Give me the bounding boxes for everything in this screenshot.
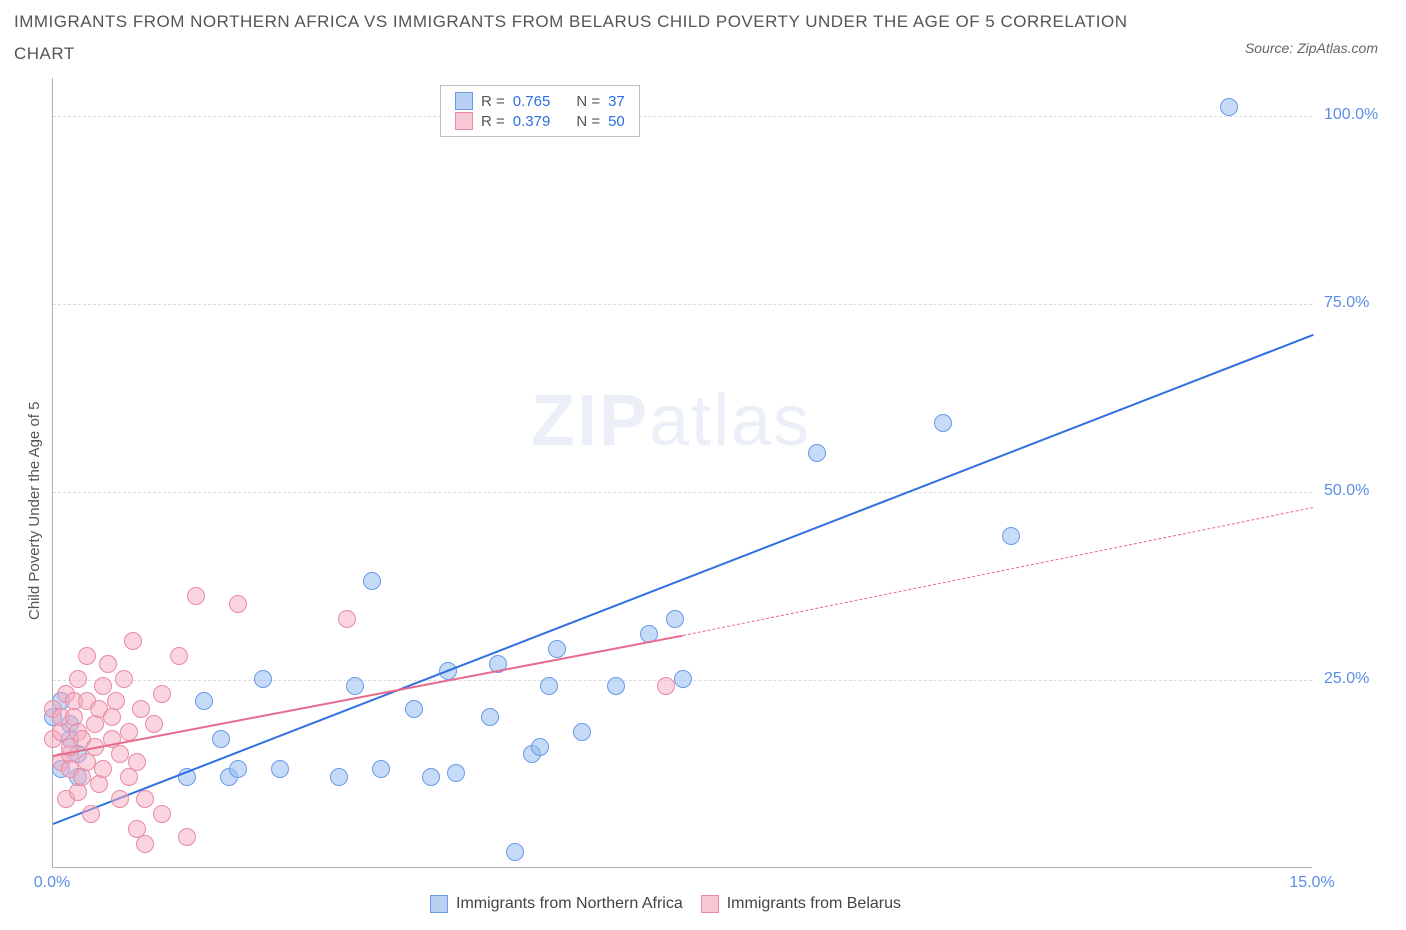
data-point-belarus: [338, 610, 356, 628]
data-point-belarus: [115, 670, 133, 688]
r-value: 0.379: [513, 113, 551, 130]
r-label: R =: [481, 93, 505, 110]
data-point-northern-africa: [548, 640, 566, 658]
data-point-northern-africa: [666, 610, 684, 628]
data-point-belarus: [136, 790, 154, 808]
data-point-northern-africa: [573, 723, 591, 741]
trend-line: [53, 334, 1314, 825]
legend-swatch: [701, 895, 719, 913]
data-point-northern-africa: [506, 843, 524, 861]
x-tick-label: 15.0%: [1289, 874, 1334, 892]
data-point-belarus: [107, 692, 125, 710]
plot-area: ZIPatlas: [52, 78, 1312, 868]
watermark-atlas: atlas: [649, 381, 811, 461]
gridline: [53, 116, 1312, 117]
y-tick-label: 100.0%: [1324, 106, 1378, 124]
data-point-belarus: [145, 715, 163, 733]
data-point-belarus: [124, 632, 142, 650]
trend-line: [683, 507, 1313, 636]
legend-swatch: [455, 112, 473, 130]
y-tick-label: 50.0%: [1324, 482, 1369, 500]
data-point-northern-africa: [229, 760, 247, 778]
data-point-northern-africa: [212, 730, 230, 748]
data-point-northern-africa: [363, 572, 381, 590]
n-value: 37: [608, 93, 625, 110]
data-point-belarus: [120, 723, 138, 741]
data-point-northern-africa: [330, 768, 348, 786]
n-value: 50: [608, 113, 625, 130]
data-point-belarus: [111, 790, 129, 808]
data-point-belarus: [82, 805, 100, 823]
legend-row: R = 0.765 N = 37: [455, 92, 625, 110]
data-point-northern-africa: [372, 760, 390, 778]
data-point-belarus: [153, 805, 171, 823]
legend-item: Immigrants from Belarus: [701, 895, 901, 913]
x-tick-label: 0.0%: [34, 874, 70, 892]
data-point-belarus: [86, 715, 104, 733]
data-point-northern-africa: [195, 692, 213, 710]
data-point-belarus: [657, 677, 675, 695]
data-point-belarus: [136, 835, 154, 853]
data-point-northern-africa: [934, 414, 952, 432]
data-point-belarus: [132, 700, 150, 718]
data-point-northern-africa: [1220, 98, 1238, 116]
data-point-northern-africa: [405, 700, 423, 718]
data-point-northern-africa: [1002, 527, 1020, 545]
legend-swatch: [430, 895, 448, 913]
n-label: N =: [576, 113, 600, 130]
y-axis-label: Child Poverty Under the Age of 5: [26, 402, 43, 620]
legend-row: R = 0.379 N = 50: [455, 112, 625, 130]
y-tick-label: 25.0%: [1324, 670, 1369, 688]
gridline: [53, 492, 1312, 493]
data-point-belarus: [128, 753, 146, 771]
chart-title-line1: IMMIGRANTS FROM NORTHERN AFRICA VS IMMIG…: [14, 12, 1128, 32]
r-label: R =: [481, 113, 505, 130]
data-point-belarus: [99, 655, 117, 673]
data-point-northern-africa: [254, 670, 272, 688]
legend-swatch: [455, 92, 473, 110]
data-point-northern-africa: [540, 677, 558, 695]
correlation-legend: R = 0.765 N = 37 R = 0.379 N = 50: [440, 85, 640, 137]
data-point-belarus: [153, 685, 171, 703]
gridline: [53, 304, 1312, 305]
data-point-northern-africa: [422, 768, 440, 786]
legend-item: Immigrants from Northern Africa: [430, 895, 683, 913]
legend-label: Immigrants from Belarus: [727, 895, 901, 913]
n-label: N =: [576, 93, 600, 110]
data-point-belarus: [170, 647, 188, 665]
y-tick-label: 75.0%: [1324, 294, 1369, 312]
series-legend: Immigrants from Northern Africa Immigrant…: [430, 895, 901, 913]
data-point-northern-africa: [674, 670, 692, 688]
data-point-belarus: [187, 587, 205, 605]
trend-line: [53, 635, 683, 757]
data-point-belarus: [69, 670, 87, 688]
data-point-northern-africa: [531, 738, 549, 756]
data-point-northern-africa: [607, 677, 625, 695]
watermark: ZIPatlas: [531, 380, 811, 462]
data-point-belarus: [94, 677, 112, 695]
data-point-northern-africa: [346, 677, 364, 695]
data-point-belarus: [111, 745, 129, 763]
data-point-northern-africa: [481, 708, 499, 726]
data-point-northern-africa: [271, 760, 289, 778]
data-point-belarus: [229, 595, 247, 613]
source-label: Source: ZipAtlas.com: [1245, 40, 1378, 56]
chart-title-line2: CHART: [14, 44, 75, 64]
data-point-belarus: [94, 760, 112, 778]
data-point-northern-africa: [808, 444, 826, 462]
watermark-zip: ZIP: [531, 381, 649, 461]
data-point-northern-africa: [447, 764, 465, 782]
data-point-belarus: [78, 647, 96, 665]
data-point-belarus: [178, 828, 196, 846]
legend-label: Immigrants from Northern Africa: [456, 895, 683, 913]
r-value: 0.765: [513, 93, 551, 110]
